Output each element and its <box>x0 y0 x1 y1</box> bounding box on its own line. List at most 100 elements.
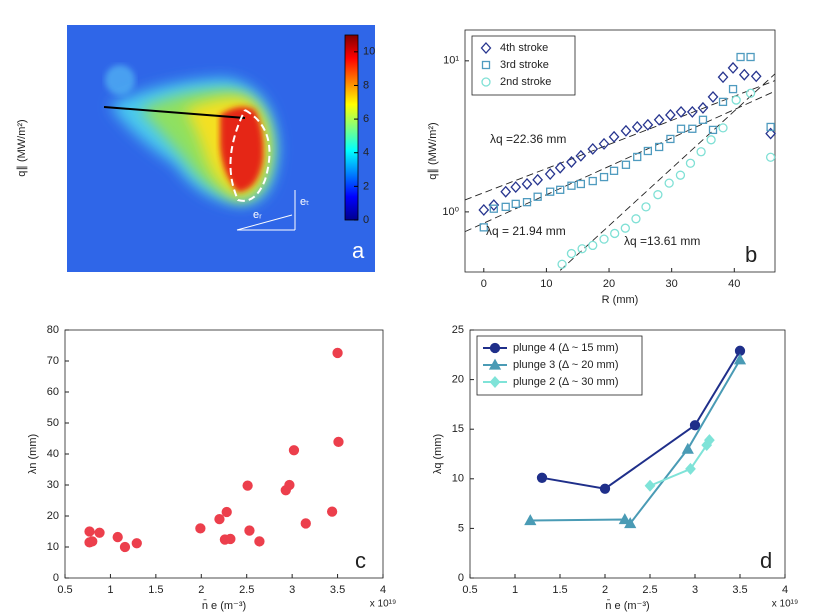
colorbar-tick-label: 4 <box>363 147 369 159</box>
marker <box>746 52 755 62</box>
x-tick-label: 3 <box>289 584 295 596</box>
marker <box>676 124 686 133</box>
marker <box>524 514 537 526</box>
panel-label: b <box>745 242 757 267</box>
x-tick-label: 3.5 <box>330 584 345 596</box>
heatmap-image <box>67 25 375 272</box>
annotation: λq =22.36 mm <box>490 132 566 146</box>
marker <box>642 118 654 131</box>
x-axis-label: n̄ e (m⁻³) <box>605 599 649 612</box>
marker <box>608 130 620 143</box>
marker <box>643 146 653 156</box>
fit-line <box>464 80 776 201</box>
marker <box>609 166 619 175</box>
marker <box>633 152 642 162</box>
marker <box>664 178 674 188</box>
x-axis-label: n̄ e (m⁻³) <box>202 599 246 612</box>
y-tick-label: 80 <box>47 324 59 336</box>
marker <box>536 472 548 483</box>
marker <box>522 198 532 207</box>
marker <box>631 120 643 133</box>
y-axis-label: λq (mm) <box>432 434 444 474</box>
marker <box>244 525 255 536</box>
x-tick-label: 4 <box>380 584 386 596</box>
x-tick-label: 30 <box>666 278 678 290</box>
marker <box>94 527 105 538</box>
marker <box>689 420 701 431</box>
marker <box>765 152 776 162</box>
marker <box>112 531 123 543</box>
plot-frame <box>464 29 776 273</box>
marker <box>620 223 630 233</box>
marker <box>665 109 676 121</box>
marker <box>718 97 728 107</box>
marker <box>510 181 522 194</box>
plot-frame <box>469 329 786 579</box>
y-tick-label: 10 <box>452 473 464 485</box>
x-tick-label: 2.5 <box>642 584 657 596</box>
marker <box>653 113 665 126</box>
marker <box>225 533 236 545</box>
panel-label: d <box>760 548 772 573</box>
marker <box>119 541 131 553</box>
x-tick-label: 1 <box>512 584 518 596</box>
marker <box>284 479 295 491</box>
marker <box>478 203 490 216</box>
marker <box>766 122 775 132</box>
marker <box>698 115 708 124</box>
marker <box>599 483 611 494</box>
marker <box>618 513 631 525</box>
marker <box>654 142 664 152</box>
marker <box>479 223 488 232</box>
marker <box>221 506 232 518</box>
y-tick-label: 70 <box>47 355 59 367</box>
marker <box>598 137 610 150</box>
marker <box>333 436 344 448</box>
marker <box>610 228 620 239</box>
marker <box>131 538 142 549</box>
y-tick-label: 40 <box>47 448 59 460</box>
marker <box>500 185 512 198</box>
legend-label: plunge 2 (Δ ~ 30 mm) <box>513 376 618 388</box>
marker <box>697 101 709 114</box>
marker <box>675 105 687 118</box>
marker <box>685 158 696 168</box>
y-tick-label: 60 <box>47 386 59 398</box>
marker <box>696 147 706 157</box>
marker <box>644 479 656 492</box>
marker <box>765 127 776 140</box>
panel-label: c <box>355 548 366 573</box>
marker <box>326 506 338 517</box>
marker <box>576 179 586 189</box>
colorbar-tick-label: 8 <box>363 79 369 91</box>
y-axis-label: λn (mm) <box>27 434 39 474</box>
marker <box>620 124 632 137</box>
marker <box>599 234 609 244</box>
marker <box>501 202 510 211</box>
marker <box>566 156 577 168</box>
x-tick-label: 0.5 <box>57 584 72 596</box>
marker <box>750 70 762 83</box>
legend-label: 2nd stroke <box>500 76 551 88</box>
x-tick-label: 1.5 <box>552 584 567 596</box>
marker <box>577 244 587 254</box>
axis-exponent: x 10¹⁹ <box>772 599 799 610</box>
marker <box>533 192 542 201</box>
marker <box>544 168 556 181</box>
marker <box>675 170 686 180</box>
x-tick-label: 10 <box>540 278 552 290</box>
marker <box>566 248 577 259</box>
line <box>649 439 711 487</box>
marker <box>214 513 225 525</box>
x-tick-label: 2 <box>602 584 608 596</box>
marker <box>708 125 718 135</box>
y-tick-label: 0 <box>458 572 464 584</box>
annotation: eᵣ <box>253 209 262 221</box>
marker <box>195 523 206 534</box>
marker <box>288 445 300 456</box>
x-tick-label: 20 <box>603 278 615 290</box>
colorbar <box>344 34 359 221</box>
marker <box>731 95 741 105</box>
marker <box>532 173 544 186</box>
